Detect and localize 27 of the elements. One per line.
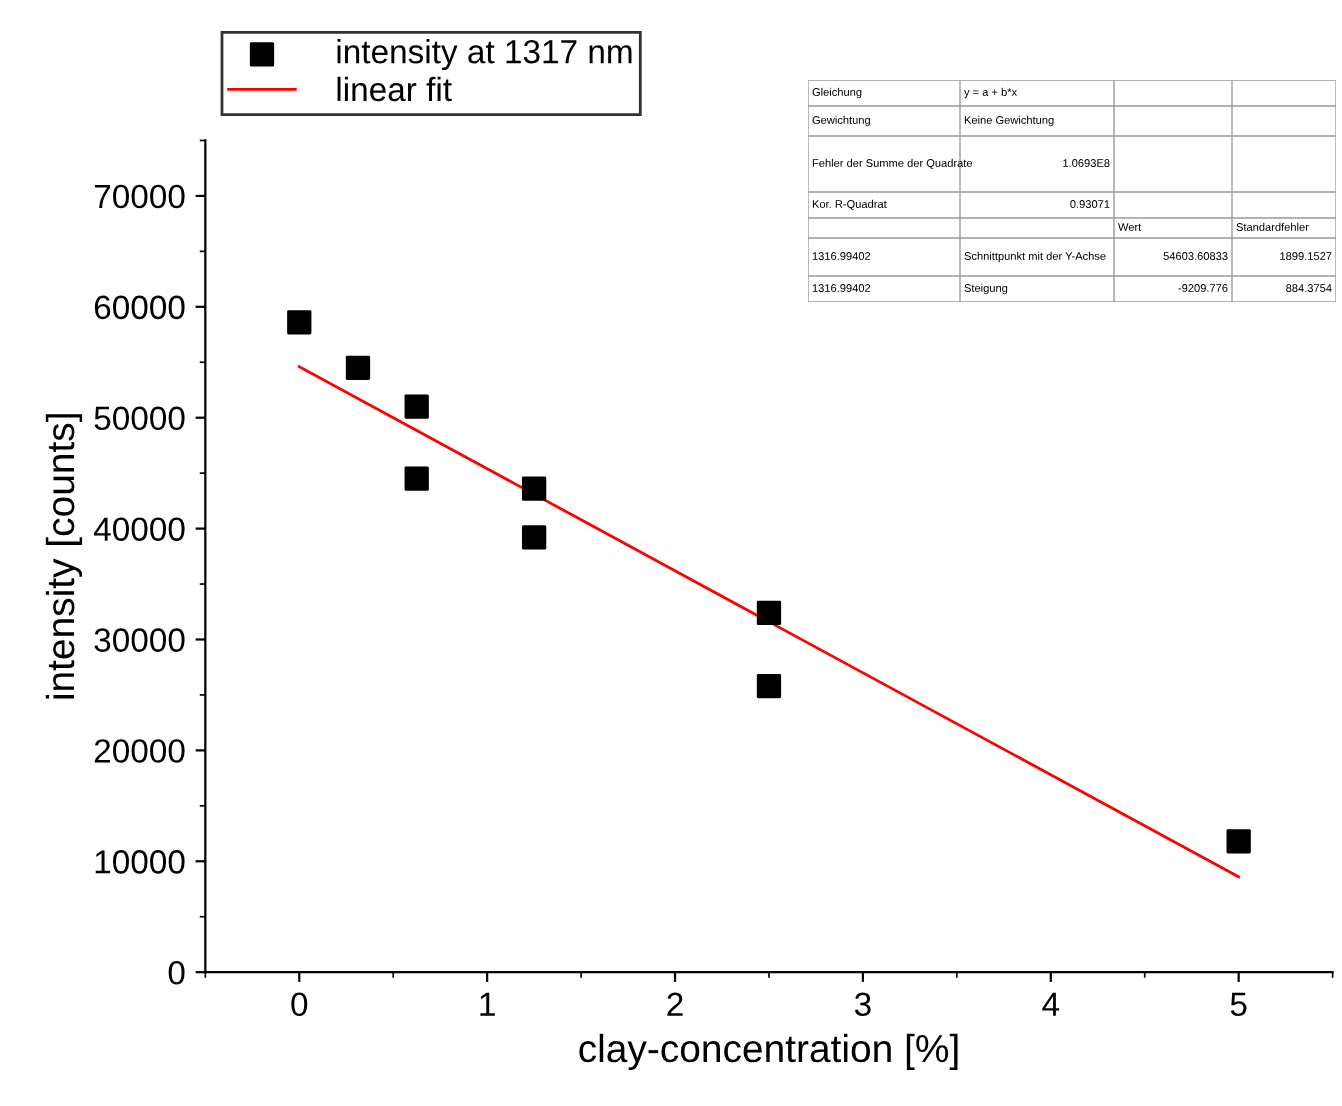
x-tick-label: 4 <box>1042 992 1060 1016</box>
x-tick-label: 5 <box>1230 992 1247 1017</box>
y-tick-label: 40000 <box>93 517 185 541</box>
x-tick-label: 0 <box>291 992 308 1017</box>
point <box>404 466 429 491</box>
y-tick-label: 70000 <box>94 184 185 209</box>
y-tick-label: 0 <box>168 960 185 985</box>
point <box>521 525 547 550</box>
point <box>1226 829 1251 854</box>
point <box>404 394 429 419</box>
x-tick-label: 2 <box>667 992 683 1016</box>
point <box>756 600 782 626</box>
y-tick-label: 30000 <box>94 628 185 652</box>
x-tick-label: 1 <box>480 992 495 1016</box>
point <box>521 476 547 501</box>
legend-label: intensity at 1317 nm <box>337 39 632 71</box>
y-tick-label: 50000 <box>94 406 185 431</box>
point <box>287 310 312 335</box>
y-tick-label: 60000 <box>94 295 185 320</box>
y-tick-label: 10000 <box>95 850 185 874</box>
legend-label: linear fit <box>337 76 452 102</box>
y-axis-title: intensity [counts] <box>45 414 83 699</box>
x-axis-title: clay-concentration [%] <box>579 1033 958 1071</box>
x-tick-label: 3 <box>854 992 871 1017</box>
point <box>756 673 782 699</box>
y-tick-label: 20000 <box>94 739 185 763</box>
point <box>345 355 371 380</box>
